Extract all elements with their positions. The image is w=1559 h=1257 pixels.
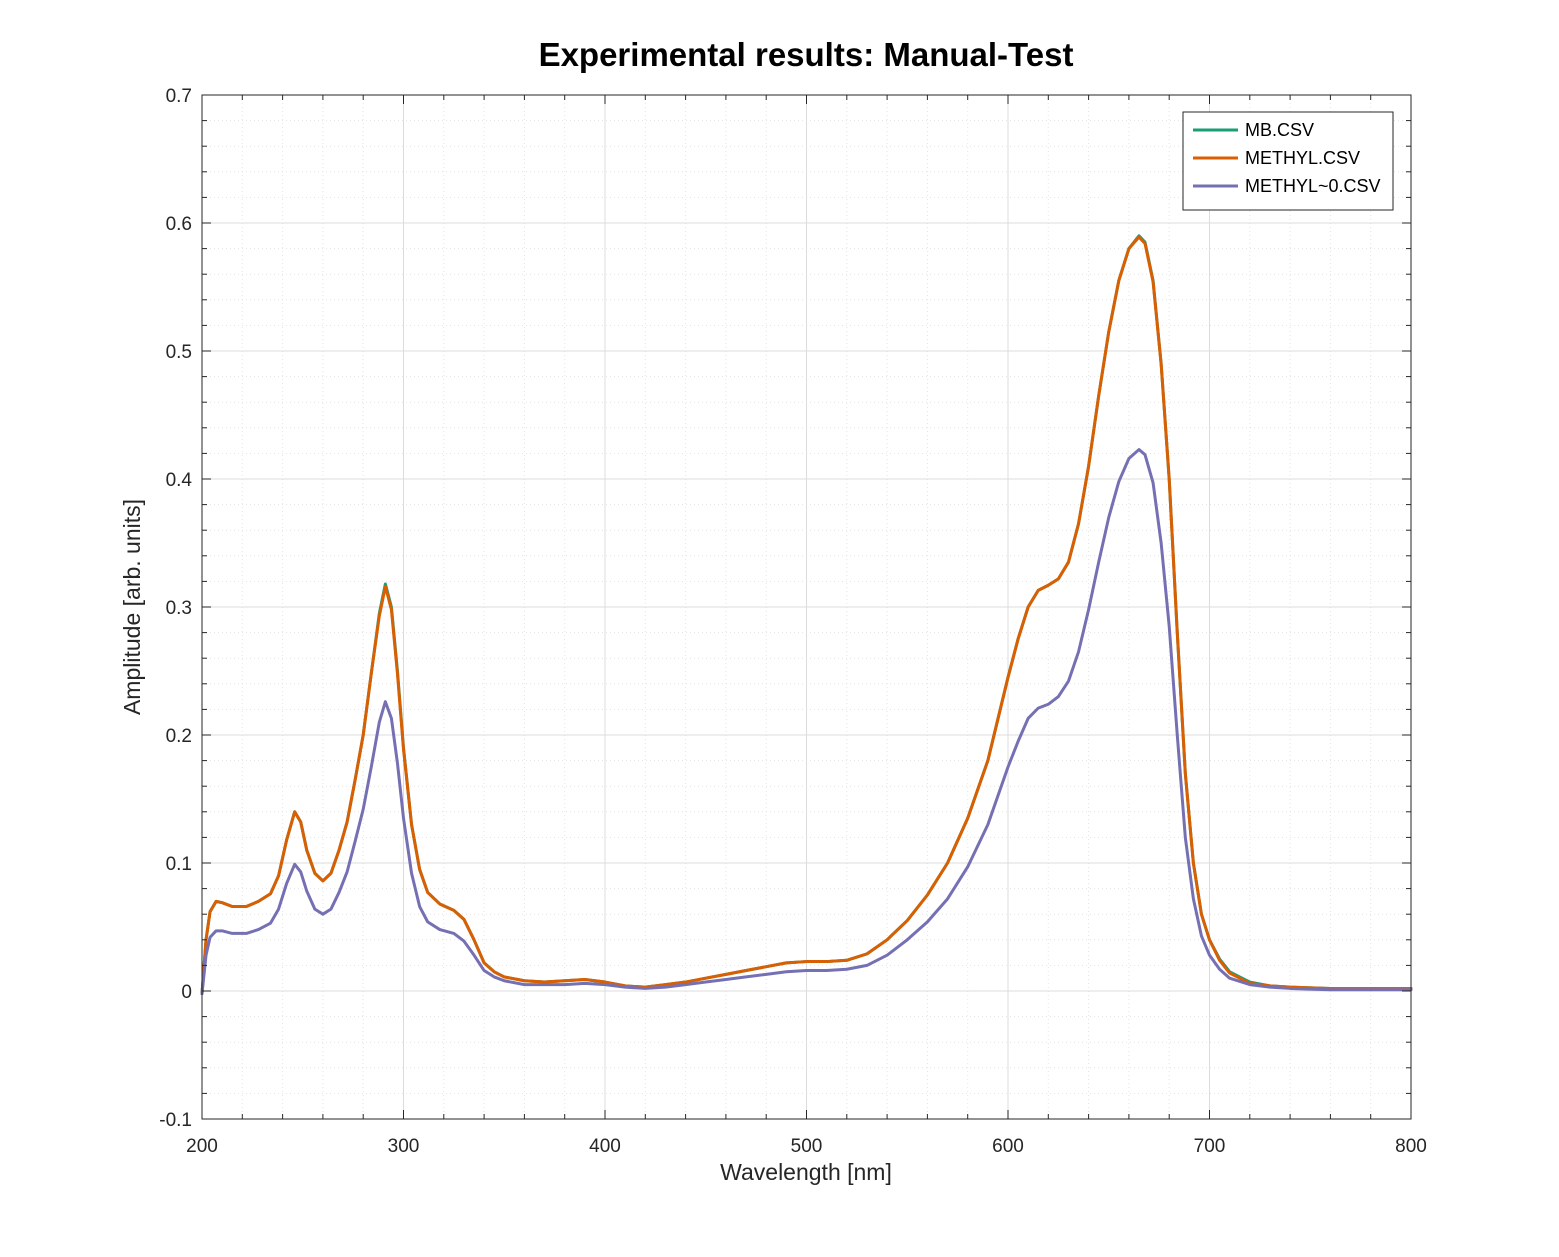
x-tick-label: 400 — [589, 1136, 621, 1157]
y-tick-label: 0.1 — [166, 854, 192, 875]
y-tick-label: 0.2 — [166, 726, 192, 747]
x-axis-label: Wavelength [nm] — [720, 1159, 892, 1185]
series-line-methyl-csv — [200, 235, 1413, 996]
legend-label: MB.CSV — [1245, 120, 1314, 140]
y-tick-label: -0.1 — [159, 1110, 192, 1131]
y-axis-label: Amplitude [arb. units] — [119, 499, 145, 715]
legend-label: METHYL~0.CSV — [1245, 176, 1381, 196]
x-tick-label: 700 — [1194, 1136, 1226, 1157]
y-tick-label: 0.6 — [166, 214, 192, 235]
legend: MB.CSV METHYL.CSV METHYL~0.CSV — [1182, 111, 1394, 211]
legend-label: METHYL.CSV — [1245, 148, 1360, 168]
y-tick-label: 0.3 — [166, 598, 192, 619]
chart-title: Experimental results: Manual-Test — [539, 36, 1074, 73]
x-tick-label: 200 — [186, 1136, 218, 1157]
series-lines — [200, 234, 1413, 996]
y-tick-label: 0 — [181, 982, 192, 1003]
legend-box — [1182, 111, 1394, 211]
tick-labels: 200 300 400 500 600 700 800 -0.1 0 0.1 0.2 0.3 0.4 0.… — [159, 86, 1427, 1157]
y-tick-label: 0.5 — [166, 342, 192, 363]
y-tick-label: 0.4 — [166, 470, 193, 491]
x-tick-label: 600 — [992, 1136, 1024, 1157]
x-tick-label: 800 — [1395, 1136, 1427, 1157]
y-tick-label: 0.7 — [166, 86, 192, 107]
series-line-methyl-0-csv — [200, 448, 1413, 996]
axis-ticks — [201, 94, 1412, 1120]
x-tick-label: 300 — [388, 1136, 420, 1157]
x-tick-label: 500 — [791, 1136, 823, 1157]
